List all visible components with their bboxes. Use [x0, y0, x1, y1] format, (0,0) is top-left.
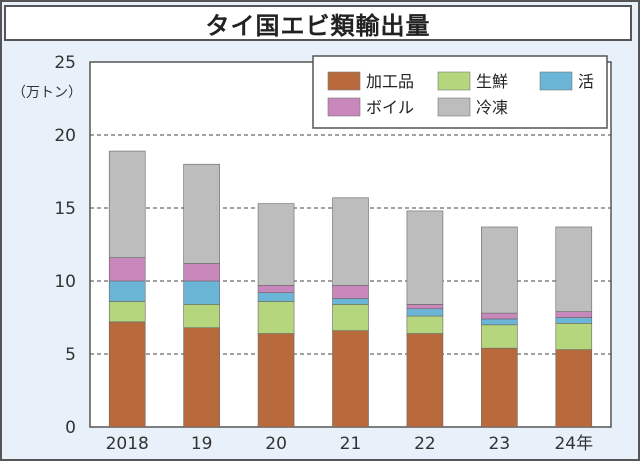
legend-label: 冷凍: [476, 98, 508, 117]
bar-segment: [257, 203, 295, 286]
bar-segment: [332, 304, 369, 331]
legend-swatch: [437, 71, 471, 91]
bar-segment: [481, 347, 518, 428]
bar-segment: [406, 210, 444, 305]
y-tick-label: 0: [65, 418, 76, 438]
legend-swatch: [327, 97, 361, 117]
bar-segment: [257, 301, 295, 334]
legend-label: 生鮮: [476, 72, 508, 91]
bar-segment: [108, 150, 146, 258]
chart-title: タイ国エビ類輸出量: [205, 11, 431, 40]
x-tick-label: 22: [414, 434, 436, 454]
y-tick-label: 25: [54, 53, 76, 73]
bar-segment: [406, 333, 444, 428]
bars: [108, 150, 593, 428]
chart-title-box: タイ国エビ類輸出量: [4, 5, 632, 41]
y-tick-label: 5: [65, 345, 76, 365]
bar-segment: [108, 257, 146, 282]
bar-segment: [183, 304, 220, 329]
bar-segment: [481, 318, 518, 326]
x-tick-label: 19: [191, 434, 213, 454]
legend-label: 加工品: [366, 72, 414, 91]
y-tick-label: 15: [54, 199, 76, 219]
bar-segment: [108, 280, 146, 302]
bar-segment: [108, 321, 146, 428]
x-tick-label: 2018: [106, 434, 149, 454]
legend-swatch: [327, 71, 361, 91]
legend-swatch: [539, 71, 573, 91]
bar-segment: [183, 280, 220, 305]
x-tick-label: 24年: [554, 434, 593, 454]
y-axis-unit: （万トン）: [12, 85, 82, 101]
bar-segment: [257, 292, 295, 302]
x-tick-label: 23: [489, 434, 511, 454]
bar-segment: [183, 163, 220, 264]
bar-segment: [481, 324, 518, 349]
legend-label: ボイル: [366, 98, 414, 117]
bar-segment: [555, 317, 593, 324]
y-tick-label: 20: [54, 126, 76, 146]
y-tick-label: 10: [54, 272, 76, 292]
bar-segment: [257, 285, 295, 293]
bar-segment: [332, 330, 369, 428]
bar-segment: [481, 226, 518, 314]
bar-segment: [406, 308, 444, 317]
bar-segment: [257, 333, 295, 428]
bar-segment: [332, 197, 369, 286]
bar-segment: [332, 298, 369, 305]
bar-segment: [406, 304, 444, 310]
legend-box: [312, 55, 608, 129]
bar-segment: [481, 312, 518, 320]
bar-segment: [555, 311, 593, 318]
bar-segment: [555, 349, 593, 428]
x-tick-label: 21: [340, 434, 362, 454]
bar-segment: [555, 323, 593, 350]
legend-label: 活: [578, 72, 594, 91]
y-axis-ticks: 0 5 10 15 20 25: [54, 53, 76, 438]
bar-segment: [183, 327, 220, 428]
bar-segment: [555, 226, 593, 312]
legend-swatch: [437, 97, 471, 117]
x-axis-ticks: 2018 19 20 21 22 23 24年: [106, 434, 594, 454]
bar-segment: [332, 285, 369, 299]
bar-segment: [108, 301, 146, 323]
bar-segment: [183, 263, 220, 282]
x-tick-label: 20: [265, 434, 287, 454]
bar-segment: [406, 315, 444, 334]
